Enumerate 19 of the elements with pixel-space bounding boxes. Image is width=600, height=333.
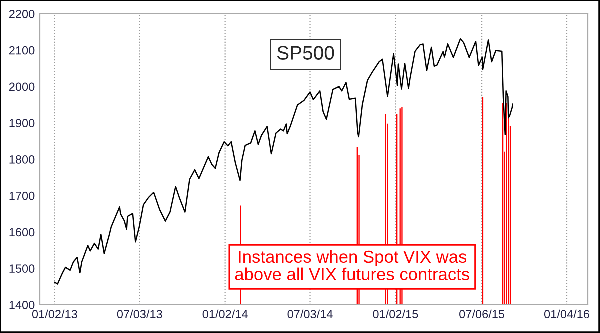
y-tick-label: 2000: [9, 82, 35, 92]
x-tick-label: 01/02/13: [32, 310, 78, 319]
y-tick-label: 1900: [10, 119, 35, 128]
x-tick-label: 07/03/14: [288, 310, 333, 319]
x-tick-label: 01/04/16: [544, 310, 590, 319]
annotation: Instances when Spot VIX was above all VIX futures contracts: [235, 250, 470, 281]
y-tick-label: 1800: [10, 156, 35, 164]
x-tick-label: 07/03/13: [117, 310, 162, 319]
x-tick-label: 01/02/14: [202, 310, 248, 319]
y-tick-label: 1400: [10, 301, 35, 310]
text: SP500: [277, 46, 334, 60]
y-tick-label: 1700: [10, 192, 35, 200]
x-tick-label: 07/06/15: [460, 310, 505, 319]
y-tick-label: 2200: [9, 10, 35, 18]
line-series: [54, 38, 514, 285]
x-tick-label: 01/02/15: [373, 310, 418, 319]
y-tick-label: 1500: [10, 264, 35, 274]
y-tick-label: 2100: [9, 46, 35, 55]
y-tick-label: 1600: [10, 228, 35, 237]
